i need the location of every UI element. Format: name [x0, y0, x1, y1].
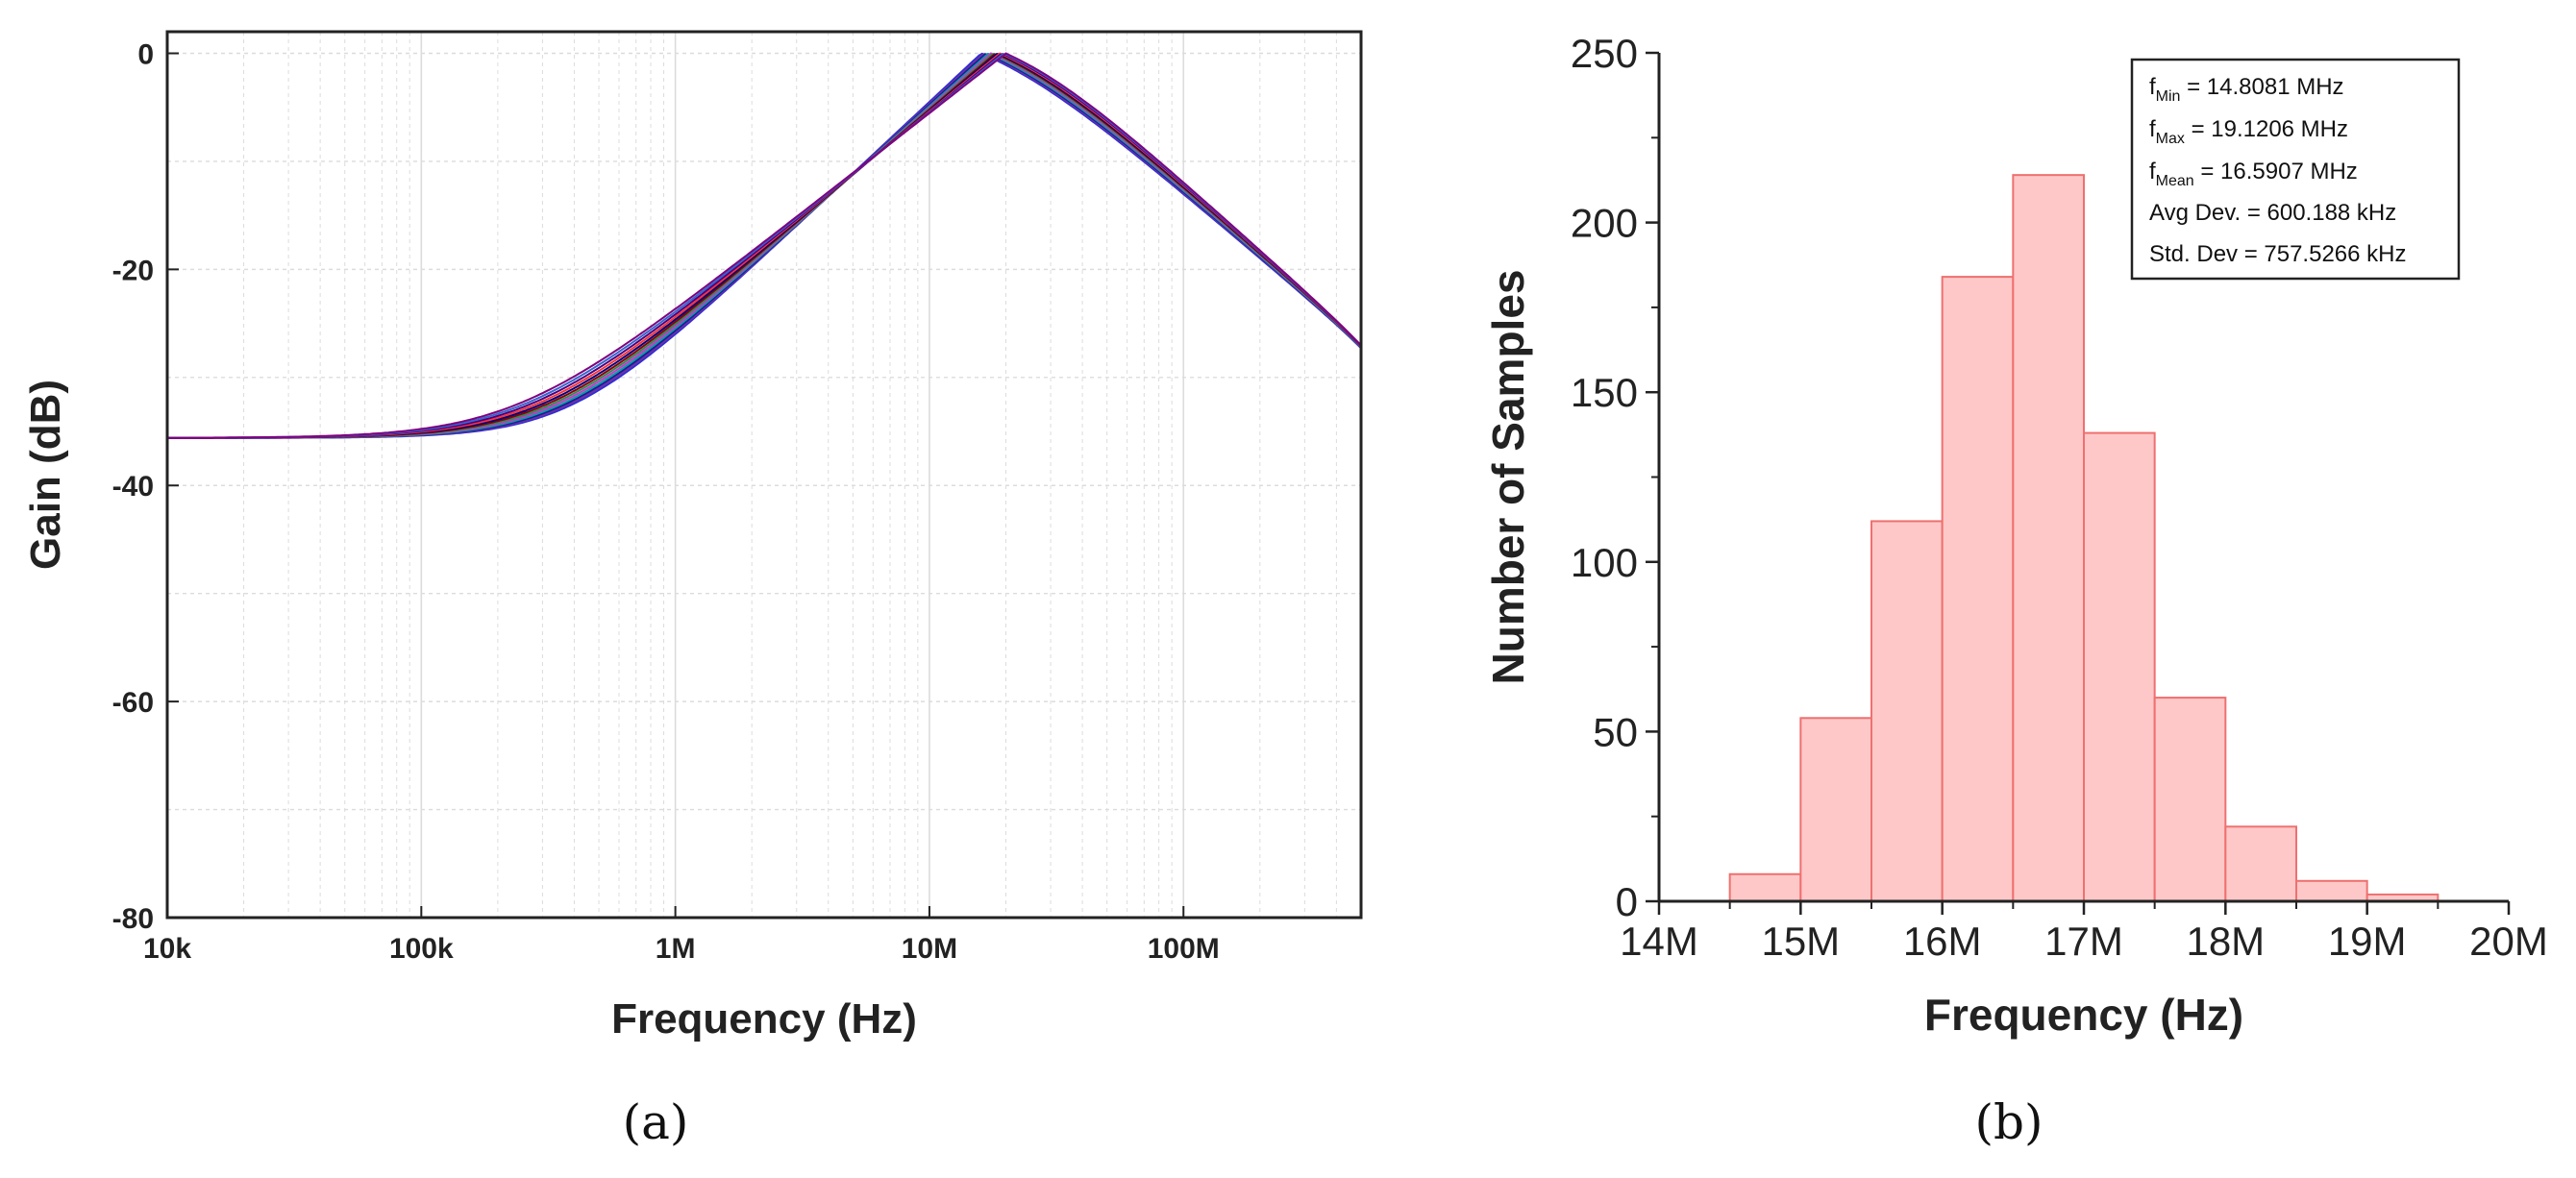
histogram-ticks: 14M 15M 16M 17M 18M 19M 20M 0 50 100 150 200 250 [1571, 31, 2548, 964]
y-tick-label: 250 [1571, 31, 1638, 76]
histogram-bar [1870, 520, 1944, 903]
stat-avg-dev: Avg Dev. = 600.188 kHz [2149, 200, 2396, 226]
x-tick-label: 10k [143, 933, 191, 965]
histogram-plot: 14M 15M 16M 17M 18M 19M 20M 0 50 100 150 200 250 Fre… [1483, 31, 2548, 1150]
x-tick-label: 20M [2469, 919, 2548, 964]
y-tick-label: 0 [1616, 879, 1638, 924]
gain-plot-frame [165, 30, 1363, 920]
histogram-bar [2083, 431, 2156, 902]
y-tick-label: -80 [112, 903, 154, 935]
gain-curves [166, 52, 1362, 439]
y-tick-label: -40 [112, 471, 154, 503]
histogram-bar [2295, 879, 2368, 902]
gain-curve [167, 52, 1362, 439]
gain-plot-grid [166, 32, 1362, 918]
x-tick-label: 15M [1761, 919, 1840, 964]
x-tick-label: 19M [2328, 919, 2407, 964]
y-tick-label: -20 [112, 255, 154, 286]
x-tick-label: 14M [1620, 919, 1698, 964]
stats-legend-box: fMin = 14.8081 MHz fMax = 19.1206 MHz fM… [2130, 58, 2461, 281]
histogram-bar [2153, 697, 2227, 903]
y-tick-label: -60 [112, 687, 154, 719]
x-tick-label: 17M [2044, 919, 2123, 964]
gain-curve [167, 53, 1362, 439]
gain-y-axis-label: Gain (dB) [22, 380, 69, 570]
histogram-bar [1728, 872, 1802, 903]
gain-plot: 10k 100k 1M 10M 100M 0 -20 -40 -60 -80 Frequency … [22, 30, 1363, 1150]
histogram-bar [2012, 174, 2085, 903]
y-tick-label: 200 [1571, 201, 1638, 246]
histogram-bar [2224, 825, 2297, 903]
x-tick-label: 16M [1903, 919, 1982, 964]
x-tick-label: 100M [1148, 933, 1220, 965]
y-tick-label: 0 [137, 38, 154, 70]
stat-fmean: fMean = 16.5907 MHz [2149, 159, 2358, 189]
x-tick-label: 10M [902, 933, 957, 965]
y-tick-label: 100 [1571, 540, 1638, 585]
caption-b: (b) [1974, 1094, 2043, 1150]
x-tick-label: 100k [389, 933, 454, 965]
histogram-bar [1799, 717, 1873, 902]
histogram-bar [1941, 276, 2015, 902]
caption-a: (a) [623, 1094, 689, 1150]
histogram-y-axis-label: Number of Samples [1483, 270, 1533, 685]
gain-plot-ticks: 10k 100k 1M 10M 100M 0 -20 -40 -60 -80 [112, 38, 1220, 965]
stat-fmin: fMin = 14.8081 MHz [2149, 74, 2344, 105]
histogram-x-axis-label: Frequency (Hz) [1924, 990, 2243, 1040]
y-tick-label: 50 [1593, 709, 1638, 754]
x-tick-label: 18M [2186, 919, 2265, 964]
y-tick-label: 150 [1571, 370, 1638, 415]
histogram-bars [1728, 174, 2440, 903]
x-tick-label: 1M [656, 933, 696, 965]
stat-std-dev: Std. Dev = 757.5266 kHz [2149, 241, 2407, 267]
gain-x-axis-label: Frequency (Hz) [611, 995, 917, 1043]
stat-fmax: fMax = 19.1206 MHz [2149, 116, 2348, 147]
